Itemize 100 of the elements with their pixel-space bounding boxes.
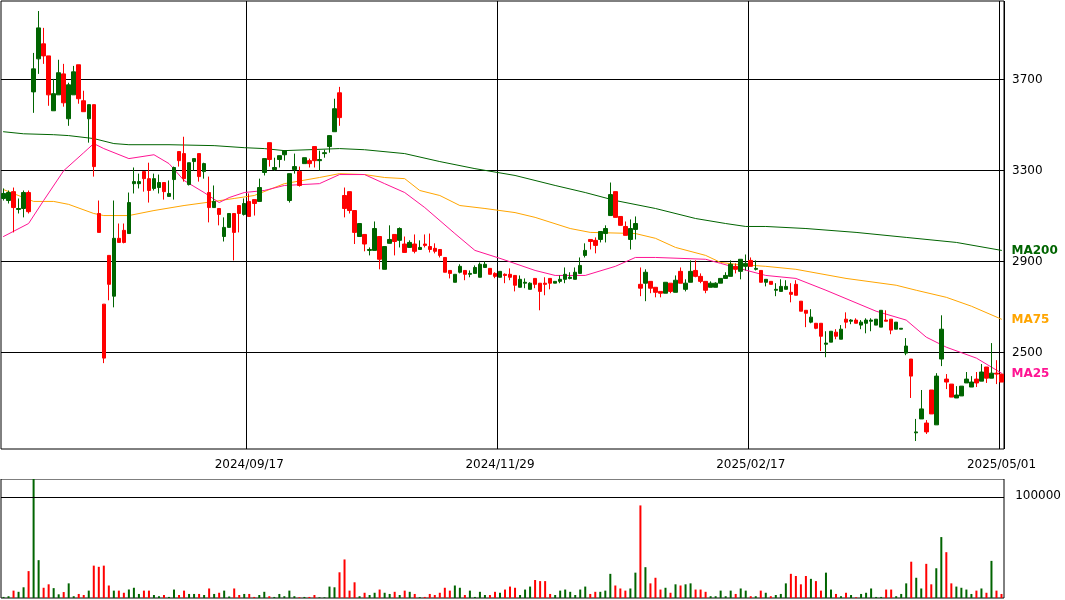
x-tick-label: 2024/11/29 [465, 457, 535, 471]
candlestick [292, 153, 297, 175]
bar [188, 593, 191, 598]
bar [328, 586, 331, 598]
candlestick [949, 383, 954, 398]
bar [564, 589, 567, 598]
bar [980, 588, 983, 598]
bar [739, 588, 742, 598]
bar [498, 592, 501, 598]
candlestick [412, 233, 417, 254]
candlestick [317, 150, 322, 172]
candlestick [102, 303, 106, 364]
y-tick-label: 2500 [1012, 345, 1043, 360]
candlestick [11, 187, 16, 233]
candlestick [929, 389, 934, 415]
bar [524, 589, 527, 598]
bar [428, 593, 431, 598]
bar [759, 590, 762, 598]
candlestick [397, 226, 402, 248]
bar [383, 592, 386, 598]
bar [393, 591, 396, 598]
candlestick [172, 166, 176, 201]
bar [127, 589, 130, 598]
bar [829, 589, 832, 598]
bar [664, 587, 667, 598]
candlestick [754, 259, 758, 271]
bar [17, 591, 20, 598]
bar [930, 584, 933, 598]
bar [47, 584, 50, 598]
candlestick [61, 63, 66, 108]
bar [42, 587, 45, 598]
bar [794, 575, 797, 598]
bar [258, 595, 261, 598]
bar [238, 595, 241, 598]
bar [614, 585, 617, 598]
candlestick [36, 10, 41, 75]
bar [398, 595, 401, 598]
bar [589, 593, 592, 598]
bar [920, 588, 923, 598]
candlestick [26, 189, 31, 214]
bar [699, 589, 702, 598]
bar [112, 590, 115, 598]
bar [639, 505, 642, 598]
bar [443, 587, 446, 598]
bar [850, 595, 853, 598]
bar [885, 589, 888, 598]
candlestick [849, 318, 853, 325]
bar [178, 595, 181, 598]
bar [12, 590, 15, 598]
bar [915, 577, 918, 598]
y-tick-label: 3300 [1012, 163, 1043, 177]
bar [674, 584, 677, 598]
candlestick [377, 236, 382, 270]
bar [343, 559, 346, 598]
candlestick [498, 270, 502, 278]
bar [529, 586, 532, 598]
bar [183, 590, 186, 598]
candlestick [272, 157, 277, 172]
bar [694, 589, 697, 598]
bar [22, 587, 25, 598]
candlestick [463, 269, 467, 281]
candlestick [944, 373, 949, 390]
bar [860, 593, 863, 598]
candlestick [909, 358, 913, 399]
bar [338, 572, 341, 598]
bar [488, 595, 491, 598]
bar [458, 587, 461, 598]
candlestick [382, 246, 387, 270]
candlestick [809, 308, 813, 324]
bar [87, 590, 90, 598]
bar [649, 583, 652, 598]
bar [870, 588, 873, 598]
x-tick-label: 2025/05/01 [966, 457, 1037, 471]
bar [107, 585, 110, 598]
bar [900, 593, 903, 598]
bar [604, 590, 607, 598]
candlestick [207, 176, 211, 223]
candlestick [407, 239, 412, 248]
candlestick [458, 263, 462, 274]
candlestick [423, 233, 427, 248]
bar [198, 593, 201, 598]
bar [218, 592, 221, 598]
candlestick [192, 158, 196, 172]
bar [935, 568, 938, 598]
bar [624, 590, 627, 598]
bar [779, 593, 782, 598]
bar [403, 590, 406, 598]
bar [313, 595, 316, 598]
series-label: MA75 [1011, 312, 1050, 327]
candlestick [834, 328, 838, 340]
candlestick [167, 179, 171, 197]
bar [278, 593, 281, 598]
bar [539, 581, 542, 598]
bar [468, 590, 471, 598]
bar [92, 565, 95, 598]
candlestick [112, 200, 116, 308]
bar [208, 588, 211, 598]
candlestick [92, 104, 96, 178]
candlestick [107, 254, 111, 301]
candlestick [759, 269, 763, 283]
